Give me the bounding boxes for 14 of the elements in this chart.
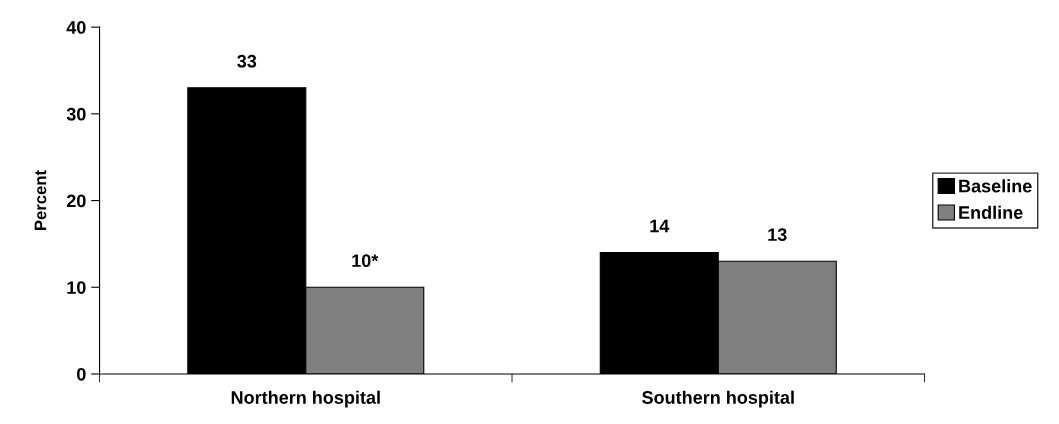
y-tick-label: 40 xyxy=(66,21,86,34)
x-tick-label: Southern hospital xyxy=(642,390,794,408)
data-label: 10* xyxy=(352,254,379,268)
y-tick-label: 30 xyxy=(66,107,86,121)
data-label: 33 xyxy=(237,54,257,68)
y-axis-title: Percent xyxy=(34,170,47,231)
y-tick-label: 20 xyxy=(66,194,86,208)
x-tick-label: Northern hospital xyxy=(231,390,380,408)
legend-label: Endline xyxy=(959,205,1023,219)
legend-label: Baseline xyxy=(959,179,1032,193)
data-label: 14 xyxy=(650,219,670,233)
y-tick-label: 10 xyxy=(67,281,86,294)
data-label: 13 xyxy=(768,228,787,242)
y-tick-label: 0 xyxy=(77,367,86,381)
